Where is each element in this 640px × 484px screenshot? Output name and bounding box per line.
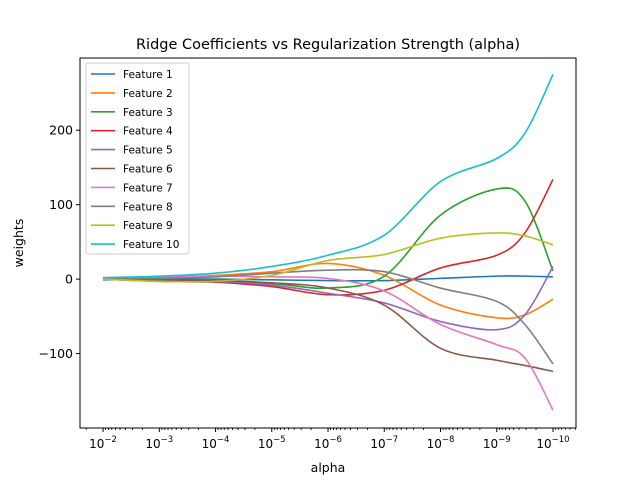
- series-line-feature-2: [103, 262, 554, 320]
- legend-item: Feature 8: [91, 201, 173, 213]
- legend-item: Feature 10: [91, 239, 179, 251]
- legend-item: Feature 4: [91, 126, 173, 138]
- legend-label: Feature 6: [123, 164, 173, 176]
- legend-label: Feature 9: [123, 220, 173, 232]
- legend-item: Feature 7: [91, 182, 173, 194]
- series-line-feature-8: [103, 268, 554, 365]
- legend-item: Feature 3: [91, 107, 173, 119]
- y-tick-label: 0: [65, 272, 73, 287]
- x-tick-label: 10−4: [202, 435, 230, 451]
- legend-label: Feature 2: [123, 88, 173, 100]
- x-tick-label: 10−6: [314, 435, 342, 451]
- x-tick-label: 10−9: [483, 435, 511, 451]
- y-axis: −100 0 100 200: [39, 123, 80, 361]
- x-tick-label: 10−8: [427, 435, 455, 451]
- x-tick-label: 10−10: [536, 435, 569, 451]
- x-axis: 10−2 10−3 10−4 10−5 10−6 10−7 10−8 10−9 10−10: [85, 428, 576, 451]
- series-line-feature-6: [103, 278, 554, 373]
- legend-item: Feature 2: [91, 88, 173, 100]
- legend-label: Feature 1: [123, 69, 173, 81]
- legend-label: Feature 3: [123, 107, 173, 119]
- legend: Feature 1 Feature 2 Feature 3 Feature 4 Feat…: [85, 62, 190, 255]
- legend-label: Feature 5: [123, 145, 173, 157]
- series-line-feature-10: [103, 74, 554, 279]
- legend-label: Feature 7: [123, 182, 173, 194]
- legend-item: Feature 6: [91, 164, 173, 176]
- legend-label: Feature 10: [123, 239, 179, 251]
- series-line-feature-7: [103, 275, 554, 411]
- legend-item: Feature 5: [91, 145, 173, 157]
- legend-item: Feature 1: [91, 69, 173, 81]
- x-tick-label: 10−5: [258, 435, 286, 451]
- chart-title: Ridge Coefficients vs Regularization Str…: [136, 37, 520, 53]
- x-axis-label: alpha: [311, 460, 346, 475]
- x-tick-label: 10−2: [89, 435, 117, 451]
- y-tick-label: −100: [39, 346, 73, 361]
- y-tick-label: 100: [49, 197, 73, 212]
- plot-area: [103, 74, 554, 411]
- x-tick-label: 10−7: [370, 435, 398, 451]
- legend-label: Feature 4: [123, 126, 173, 138]
- legend-label: Feature 8: [123, 201, 173, 213]
- x-tick-label: 10−3: [145, 435, 173, 451]
- series-line-feature-9: [103, 232, 554, 283]
- series-line-feature-1: [103, 275, 554, 282]
- y-tick-label: 200: [49, 123, 73, 138]
- y-axis-label: weights: [11, 219, 26, 268]
- legend-item: Feature 9: [91, 220, 173, 232]
